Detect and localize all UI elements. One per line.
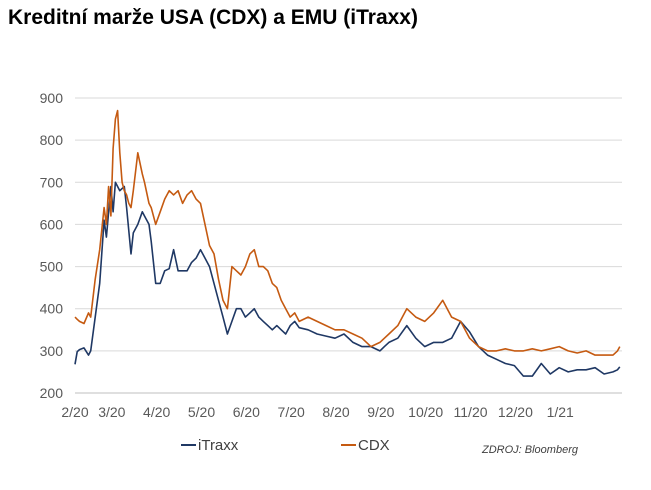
legend-itraxx-label: iTraxx [198, 437, 239, 454]
x-tick-label: 6/20 [233, 404, 260, 420]
y-tick-label: 200 [40, 385, 64, 401]
series-lines [74, 109, 621, 377]
chart-title: Kreditní marže USA (CDX) a EMU (iTraxx) [8, 6, 418, 29]
series-line-cdx [74, 109, 621, 356]
y-tick-label: 400 [40, 301, 64, 317]
x-tick-label: 8/20 [322, 404, 349, 420]
y-tick-label: 900 [40, 90, 64, 106]
legend-cdx-label: CDX [358, 437, 390, 454]
y-tick-label: 300 [40, 343, 64, 359]
x-axis-tick-labels: 2/20 3/20 4/20 5/20 6/20 7/20 8/20 9/20 10/20 11/… [61, 404, 574, 420]
y-tick-label: 500 [40, 259, 64, 275]
y-tick-label: 800 [40, 132, 64, 148]
y-tick-label: 700 [40, 174, 64, 190]
x-tick-label: 5/20 [188, 404, 215, 420]
x-tick-label: 3/20 [98, 404, 125, 420]
x-tick-label: 7/20 [278, 404, 305, 420]
x-tick-label: 4/20 [143, 404, 170, 420]
y-tick-label: 600 [40, 216, 64, 232]
x-tick-label: 11/20 [454, 404, 488, 420]
x-tick-label: 9/20 [367, 404, 394, 420]
x-tick-label: 2/20 [61, 404, 88, 420]
x-tick-label: 12/20 [498, 404, 533, 420]
x-tick-label: 10/20 [408, 404, 443, 420]
gridlines [75, 97, 622, 352]
series-line-itraxx [74, 181, 621, 377]
legend: iTraxx CDX [181, 437, 390, 454]
source-note: ZDROJ: Bloomberg [481, 444, 579, 456]
x-tick-label: 1/21 [547, 404, 574, 420]
y-axis-tick-labels: 200 300 400 500 600 700 800 900 [40, 90, 64, 401]
